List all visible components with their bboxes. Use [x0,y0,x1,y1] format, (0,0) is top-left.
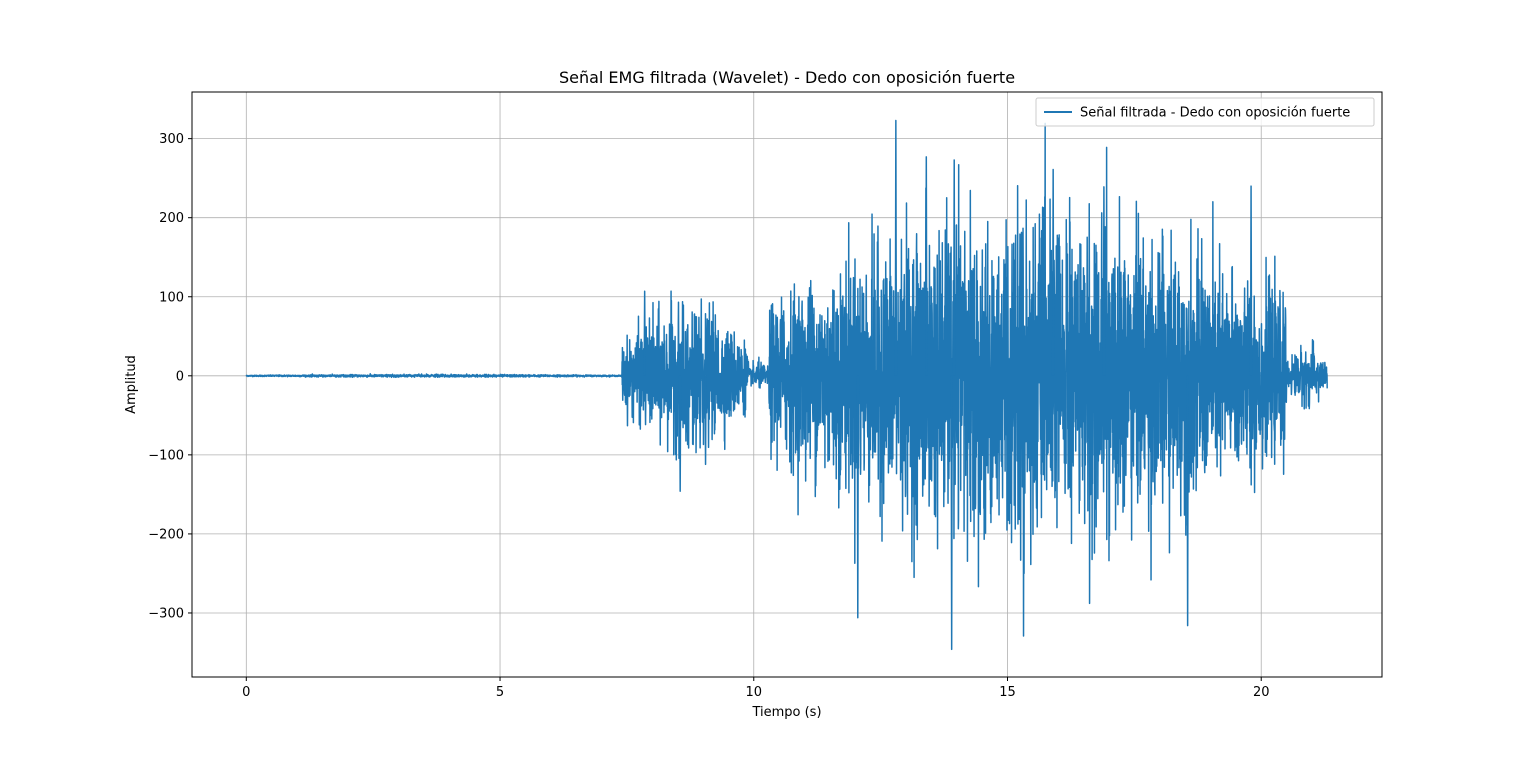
axes-frame [191,91,1383,678]
chart-title: Señal EMG filtrada (Wavelet) - Dedo con … [559,68,1015,87]
y-tick-label: 100 [159,290,184,305]
legend-label: Señal filtrada - Dedo con oposición fuer… [1080,106,1350,121]
signal-line [245,122,1328,637]
y-tick-label: 0 [176,369,184,384]
y-axis-label: Amplitud [124,355,139,414]
x-tick-label: 20 [1253,685,1270,700]
legend: Señal filtrada - Dedo con oposición fuer… [1035,97,1375,127]
plot-area [245,119,1328,651]
legend-box [1035,97,1375,127]
y-tick-label: −200 [148,527,184,542]
y-tick-label: −100 [148,448,184,463]
y-tick-label: 300 [159,132,184,147]
x-tick-label: 0 [242,685,250,700]
x-tick-label: 10 [745,685,762,700]
y-axis-ticks: −300 −200 −100 0 100 200 300 [148,132,192,621]
x-tick-label: 5 [496,685,504,700]
x-axis-label: Tiempo (s) [751,705,821,720]
y-tick-label: 200 [159,211,184,226]
y-tick-label: −300 [148,606,184,621]
x-tick-label: 15 [999,685,1016,700]
signal-peaks [643,119,1253,651]
x-axis-ticks: 0 5 10 15 20 [242,677,1269,700]
